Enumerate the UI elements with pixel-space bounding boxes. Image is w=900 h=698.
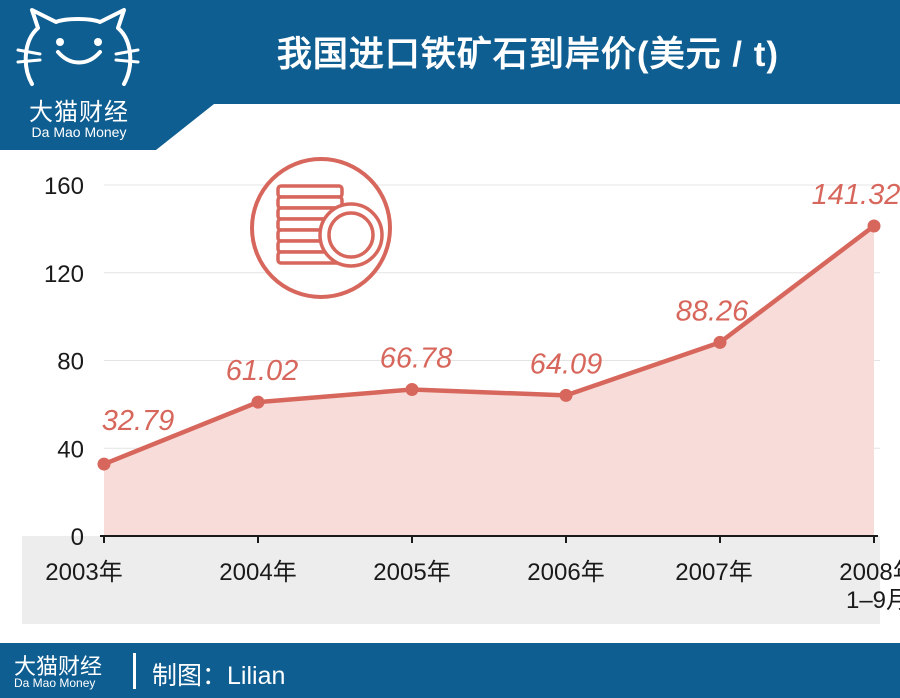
x-tick-label-line: 2008年 xyxy=(839,559,900,586)
data-point xyxy=(97,457,111,471)
logo-panel: 大猫财经 Da Mao Money xyxy=(0,0,156,150)
footer-bar: 大猫财经 Da Mao Money 制图：Lilian xyxy=(0,643,900,698)
chart-title: 我国进口铁矿石到岸价(美元 / t) xyxy=(276,35,780,74)
footer-credit: 制图：Lilian xyxy=(152,662,286,690)
x-tick-label-line: 2004年 xyxy=(219,559,296,586)
y-tick-label: 120 xyxy=(44,261,84,288)
data-label: 32.79 xyxy=(102,405,175,437)
data-point xyxy=(405,383,419,397)
data-label: 141.32 xyxy=(812,179,900,211)
data-label: 88.26 xyxy=(676,295,749,327)
cat-logo-icon xyxy=(16,8,140,86)
y-tick-label: 0 xyxy=(71,524,84,551)
y-tick-label: 40 xyxy=(57,436,84,463)
logo-text-cn: 大猫财经 xyxy=(29,99,129,126)
area-layer xyxy=(104,225,874,536)
x-tick-label: 2005年 xyxy=(373,559,450,586)
data-label: 66.78 xyxy=(380,343,453,375)
axis-layer: 0 40 80 120 160 2003年 2004年 2005年 2006年 2007年 2008… xyxy=(44,173,900,614)
x-tick-label: 2006年 xyxy=(527,559,604,586)
x-tick-label: 2003年 xyxy=(45,559,122,586)
series-line xyxy=(101,223,877,467)
x-tick-label: 2004年 xyxy=(219,559,296,586)
logo-text-en: Da Mao Money xyxy=(31,124,127,140)
x-tick-label-line: 2003年 xyxy=(45,559,122,586)
x-tick-label: 2008年1–9月 xyxy=(839,559,900,614)
x-tick-label-line: 1–9月 xyxy=(846,587,900,614)
footer-brand-cn: 大猫财经 xyxy=(14,654,103,679)
data-point xyxy=(713,335,727,349)
series-area xyxy=(104,225,874,536)
data-label: 64.09 xyxy=(530,348,603,380)
data-label: 61.02 xyxy=(226,355,299,387)
x-tick-label-line: 2005年 xyxy=(373,559,450,586)
footer-separator xyxy=(133,653,136,689)
x-tick-label: 2007年 xyxy=(675,559,752,586)
data-point xyxy=(559,388,573,402)
chart-area: 0 40 80 120 160 2003年 2004年 2005年 2006年 2007年 2008… xyxy=(22,104,900,624)
data-point xyxy=(867,219,881,233)
data-point xyxy=(251,395,265,409)
x-tick-label-line: 2006年 xyxy=(527,559,604,586)
x-axis-band xyxy=(22,536,880,624)
y-tick-label: 80 xyxy=(57,349,84,376)
y-tick-label: 160 xyxy=(44,173,84,200)
x-tick-label-line: 2007年 xyxy=(675,559,752,586)
footer-brand-en: Da Mao Money xyxy=(14,676,96,690)
data-marks: 32.79 61.02 66.78 64.09 88.26 141.32 xyxy=(97,179,900,471)
header-slant xyxy=(156,104,214,150)
coin-stack-icon xyxy=(250,157,392,299)
